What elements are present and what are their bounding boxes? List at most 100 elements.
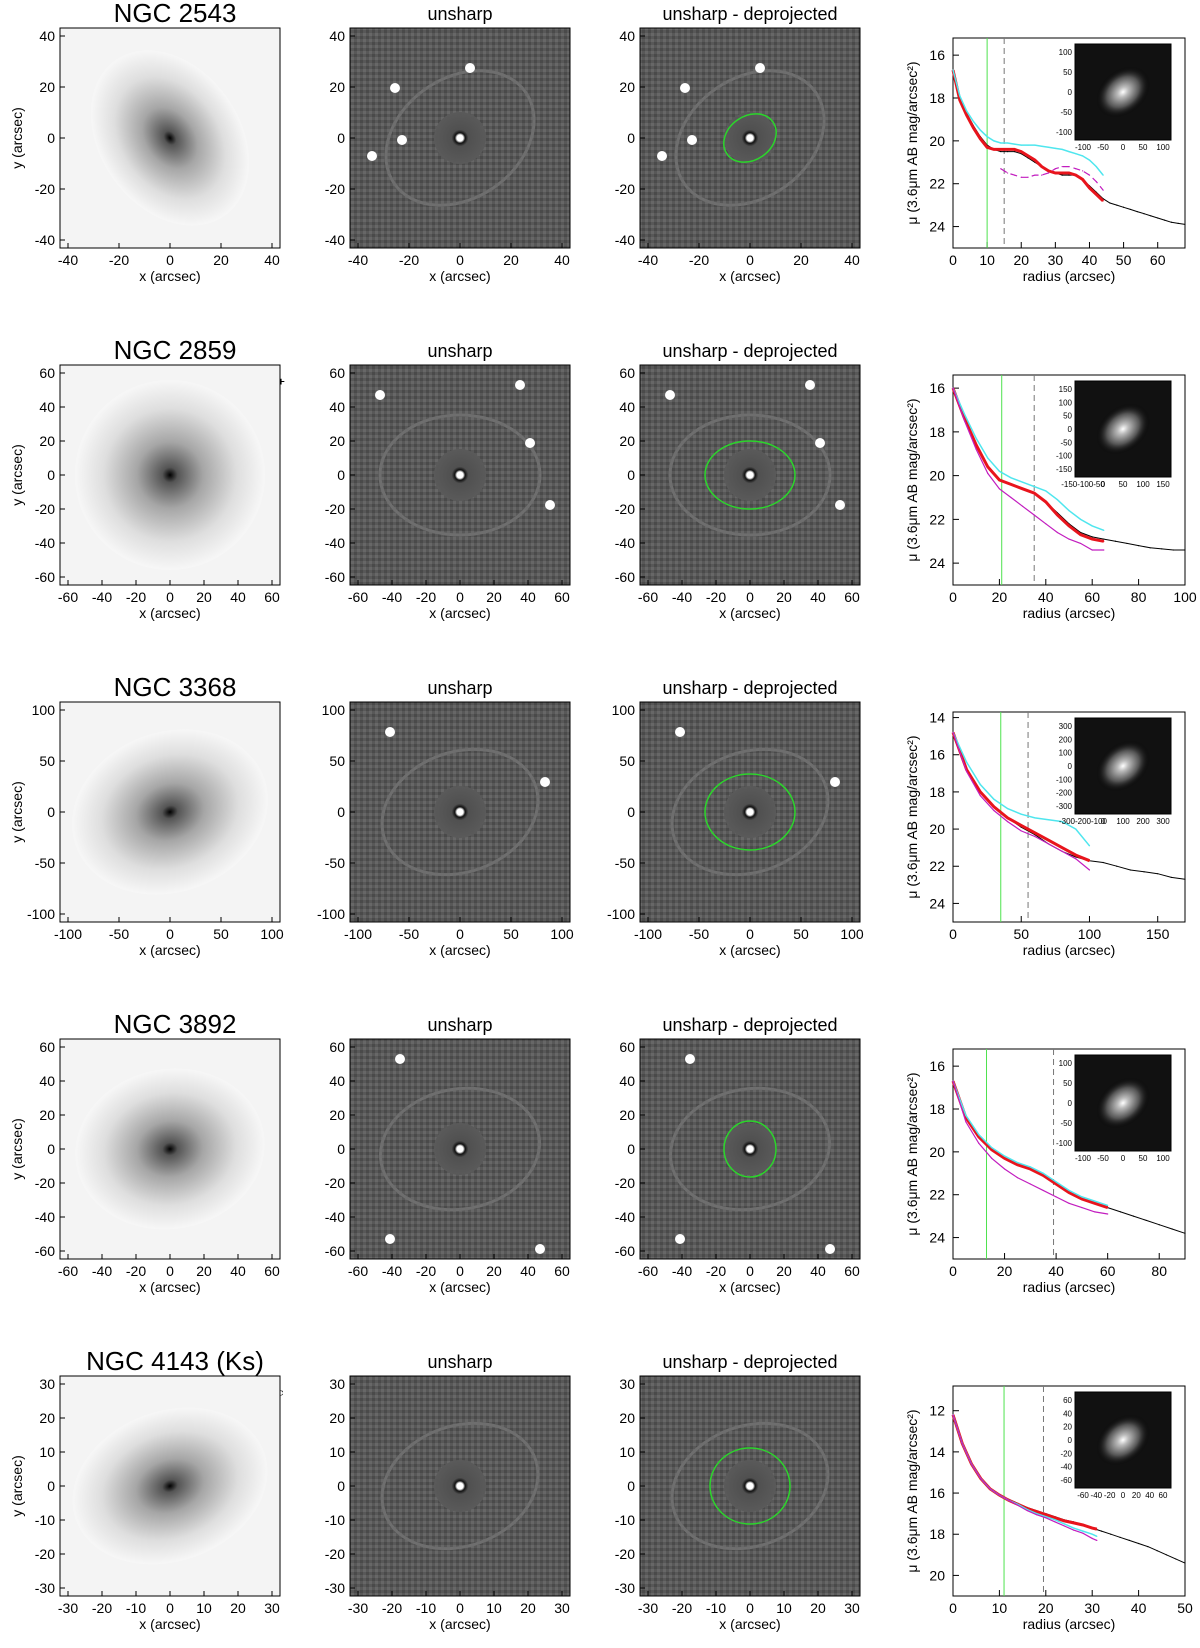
data-point (1020, 824, 1022, 826)
data-point (952, 1414, 954, 1416)
data-point (959, 99, 961, 101)
y-tick-label: -20 (615, 1546, 635, 1562)
image-panel: -60-60 -40 -40 -20 -20 0 0 20 20 40 40 60 60 x (arcse… (9, 1038, 281, 1295)
x-axis-label: x (arcsec) (429, 605, 490, 621)
inset-galaxy (1096, 66, 1150, 118)
x-tick-label: -20 (382, 1600, 402, 1616)
x-tick-label: 100 (840, 926, 864, 942)
data-point (979, 129, 981, 131)
data-point (1022, 488, 1024, 490)
x-tick-label: -40 (92, 589, 112, 605)
galaxy-core (724, 786, 776, 838)
data-point (1107, 1206, 1109, 1209)
x-tick-label: -60 (348, 589, 368, 605)
y-tick-label: -10 (615, 1512, 635, 1528)
data-point (1068, 174, 1070, 176)
data-point (1107, 1204, 1109, 1207)
data-point (1143, 871, 1145, 873)
y-tick-label: -60 (615, 569, 635, 585)
y-tick-label: 10 (619, 1444, 635, 1460)
unsharp-title: unsharp (427, 1352, 492, 1372)
data-point (978, 1134, 980, 1136)
data-point (1041, 145, 1043, 147)
x-tick-label: 20 (520, 1600, 536, 1616)
data-point (1171, 1228, 1173, 1230)
data-point (1045, 1517, 1047, 1519)
data-point (1063, 1523, 1065, 1525)
x-tick-label: 100 (550, 926, 574, 942)
data-point (1010, 496, 1012, 499)
x-tick-label: -40 (58, 252, 78, 268)
inset-frame (1074, 380, 1172, 478)
data-point (952, 387, 954, 389)
galaxy-core (724, 1123, 776, 1175)
data-point (1095, 165, 1097, 168)
data-point (1075, 174, 1077, 176)
data-point (1033, 514, 1035, 516)
y-tick-label: 40 (39, 1073, 55, 1089)
y-tick-label: -50 (615, 855, 635, 871)
data-point (1035, 1514, 1038, 1516)
data-point (998, 488, 1001, 490)
x-tick-label: -20 (706, 589, 726, 605)
data-point (1116, 204, 1118, 206)
data-point (1061, 847, 1063, 849)
data-point (1003, 1155, 1006, 1157)
data-point (1184, 1562, 1186, 1564)
data-point (1033, 485, 1035, 488)
y-tick-label: 60 (619, 1039, 635, 1055)
x-axis-label: x (arcsec) (719, 605, 780, 621)
y-tick-label: -20 (615, 1175, 635, 1191)
row-2: NGC 2859(R)SAB_a(rl,bl,nl,nb)0⁺-60-60-40… (9, 335, 1197, 621)
x-tick-label: -60 (638, 589, 658, 605)
inset-frame (1074, 1391, 1172, 1489)
y-tick-label: 0 (627, 467, 635, 483)
data-point (1061, 850, 1063, 852)
x-axis-label: x (arcsec) (139, 942, 200, 958)
x-axis-label: x (arcsec) (429, 1279, 490, 1295)
y-tick-label: -40 (325, 232, 345, 248)
data-point (1068, 525, 1070, 527)
ring-structure (378, 413, 542, 537)
y-tick-label: 30 (39, 1376, 55, 1392)
x-tick-label: 100 (260, 926, 284, 942)
data-point (1068, 1191, 1070, 1194)
y-tick-label: 30 (619, 1376, 635, 1392)
data-point (966, 761, 968, 763)
unsharp-deprojected-panel: unsharp - deprojected -60-60 -40 -40 -20 -20 0… (615, 1015, 861, 1295)
x-tick-label: 40 (844, 252, 860, 268)
data-point (959, 95, 961, 97)
data-point (1175, 1558, 1177, 1560)
star-point (835, 500, 845, 510)
data-point (1150, 215, 1152, 217)
data-point (1006, 172, 1009, 174)
data-point (1088, 159, 1091, 161)
x-tick-label: 0 (166, 1600, 174, 1616)
inset-x-tick-label: -300-200-100 (1059, 817, 1108, 826)
x-tick-label: 20 (230, 1600, 246, 1616)
x-axis-label: x (arcsec) (719, 942, 780, 958)
x-tick-label: -60 (638, 1263, 658, 1279)
x-tick-label: -30 (58, 1600, 78, 1616)
star-point (805, 380, 815, 390)
data-point (1170, 876, 1172, 878)
inset-x-tick-label: -100 (1075, 1154, 1092, 1163)
y-tick-label: 20 (619, 79, 635, 95)
galaxy-core (434, 449, 486, 501)
ring-structure (669, 1086, 831, 1212)
profile-y-axis-label: μ (3.6μm AB mag/arcsec²) (904, 1072, 920, 1235)
data-point (1158, 1224, 1160, 1226)
row-4: NGC 3892(RL)SAB(rl,bl)0⁺-60-60-40-40-20-… (9, 1009, 1186, 1295)
profile-y-tick-label: 24 (929, 555, 945, 571)
data-point (972, 120, 975, 123)
x-tick-label: 50 (503, 926, 519, 942)
x-tick-label: 0 (746, 1263, 754, 1279)
data-point (1091, 549, 1093, 551)
data-point (1017, 1504, 1019, 1507)
inset-x-tick-label: -20 (1104, 1491, 1116, 1500)
data-point (1103, 529, 1105, 531)
inset-y-tick-label: 100 (1059, 398, 1073, 407)
data-point (1010, 483, 1012, 485)
star-point (535, 1244, 545, 1254)
image-panel: -60-60 -40 -40 -20 -20 0 0 20 20 40 40 60 60 x (arcse… (9, 364, 281, 621)
